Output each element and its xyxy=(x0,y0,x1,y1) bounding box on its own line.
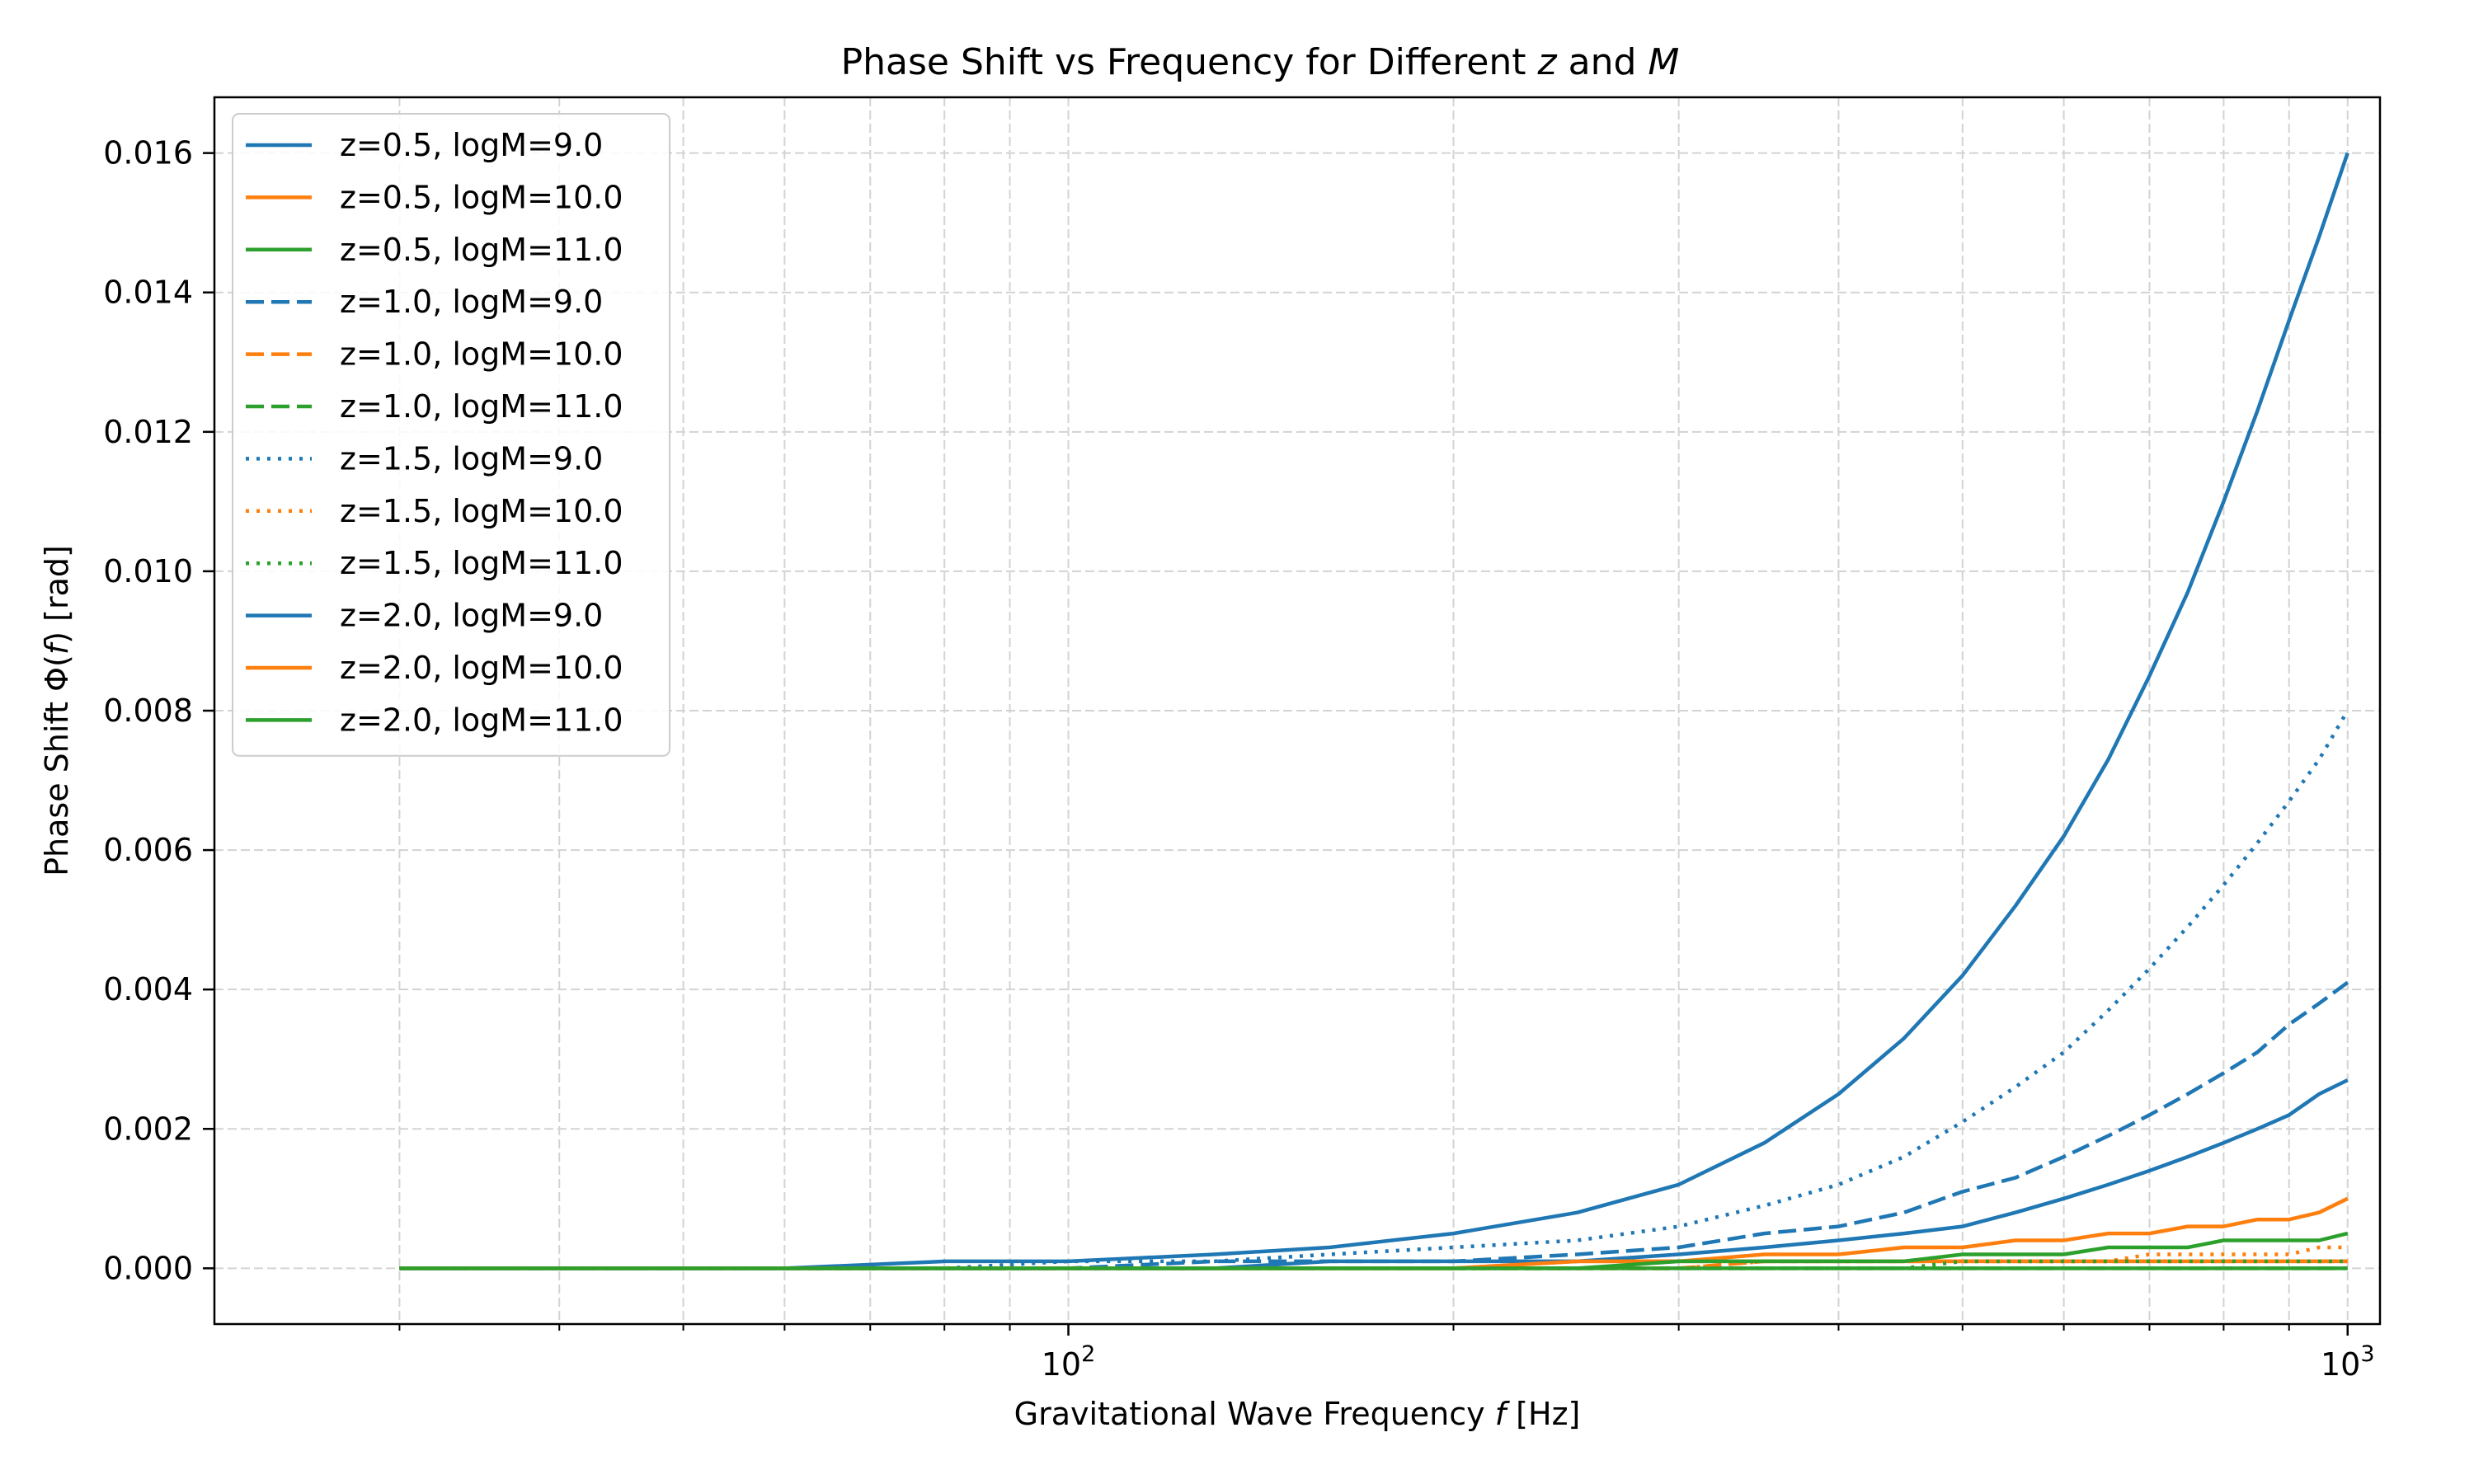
legend-box xyxy=(232,113,670,757)
y-axis-label: Phase Shift Φ(f) [rad] xyxy=(39,545,75,876)
legend-entry-label: z=1.0, logM=10.0 xyxy=(340,336,623,373)
chart-title: Phase Shift vs Frequency for Different z… xyxy=(841,41,1680,83)
legend-entry-label: z=2.0, logM=11.0 xyxy=(340,702,623,738)
legend-entry-label: z=1.0, logM=9.0 xyxy=(340,284,603,320)
legend-entry-label: z=0.5, logM=10.0 xyxy=(340,179,623,215)
legend-entry-label: z=2.0, logM=9.0 xyxy=(340,598,603,634)
y-tick-label: 0.010 xyxy=(103,553,193,589)
y-tick-label: 0.014 xyxy=(103,275,193,311)
series-lines xyxy=(399,152,2349,1270)
y-tick-label: 0.016 xyxy=(103,135,193,171)
legend-entry-label: z=0.5, logM=11.0 xyxy=(340,232,623,268)
axis-ticks: 102 103 0.000 0.002 0.004 0.006 0.008 0.010 0.01… xyxy=(103,135,2374,1383)
series-line-1 xyxy=(399,152,2349,1270)
legend-entry-label: z=1.5, logM=9.0 xyxy=(340,440,603,477)
legend-entry-label: z=1.5, logM=10.0 xyxy=(340,493,623,529)
legend-entry-label: z=1.5, logM=11.0 xyxy=(340,545,623,581)
y-tick-label: 0.000 xyxy=(103,1250,193,1286)
legend-entry-label: z=1.0, logM=11.0 xyxy=(340,388,623,425)
y-tick-label: 0.012 xyxy=(103,414,193,450)
y-tick-label: 0.004 xyxy=(103,971,193,1007)
x-tick-label: 103 xyxy=(2321,1341,2375,1383)
x-tick-label: 102 xyxy=(1042,1341,1096,1383)
x-axis-label: Gravitational Wave Frequency f [Hz] xyxy=(1014,1396,1581,1432)
series-line-12 xyxy=(399,1231,2349,1270)
y-tick-label: 0.008 xyxy=(103,693,193,729)
y-tick-label: 0.002 xyxy=(103,1111,193,1147)
legend: z=0.5, logM=9.0 z=0.5, logM=10.0 z=0.5, lo… xyxy=(232,113,670,757)
legend-entry-label: z=0.5, logM=9.0 xyxy=(340,127,603,163)
y-tick-label: 0.006 xyxy=(103,832,193,868)
legend-entry-label: z=2.0, logM=10.0 xyxy=(340,650,623,686)
series-line-9 xyxy=(399,1259,2348,1270)
